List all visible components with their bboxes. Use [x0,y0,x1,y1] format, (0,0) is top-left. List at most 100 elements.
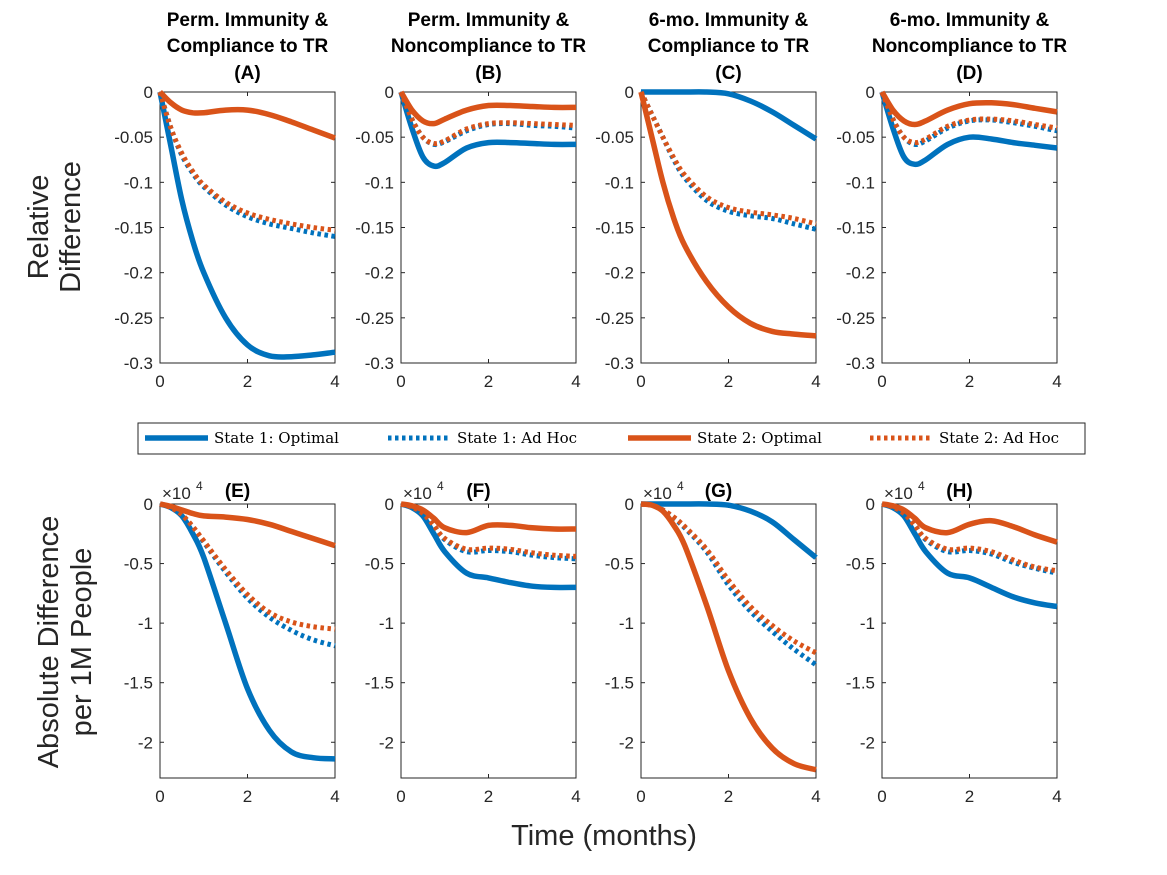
panel-e-y-tick-label: -2 [138,733,153,752]
panel-c-plot-area [640,91,817,364]
panel-h-x-tick-label: 0 [877,787,886,806]
panel-e: 0 2 4 0 -0.5 -1 -1.5 -2 (E) ×10 4 [124,479,340,806]
panel-g-series-state-2-ad-hoc [640,501,818,656]
panel-d-y-tick-label: -0.25 [836,309,875,328]
panel-h-y-tick-label: -1 [860,614,875,633]
panel-h-x-tick-label: 4 [1052,787,1061,806]
panel-a-title-line1: Perm. Immunity & [167,10,329,31]
panel-b-y-tick-label: -0.3 [365,354,394,373]
panel-a-y-tick-label: 0 [144,83,153,102]
panel-c-y-tick-label: -0.15 [595,219,634,238]
panel-f-y-tick-label: -0.5 [365,555,394,574]
panel-f-series-state-2-optimal [400,501,577,536]
x-axis-label: Time (months) [511,820,697,852]
panel-f-x-tick-label: 0 [396,787,405,806]
panel-b-y-tick-label: -0.15 [355,219,394,238]
panel-b-title-line3: (B) [475,63,501,84]
panel-d-y-tick-label: -0.05 [836,128,875,147]
panel-a-y-tick-label: -0.15 [114,219,153,238]
panel-g-series-state-2-optimal [640,501,817,773]
panel-f-y-tick-label: -1 [379,614,394,633]
panel-e-y-tick-label: -1 [138,614,153,633]
panel-b-x-tick-label: 2 [484,372,493,391]
top-row-ylabel-line1: Relative [23,175,55,280]
panel-d-title-line3: (D) [956,63,982,84]
panel-d-y-tick-label: -0.3 [846,354,875,373]
panel-c-title-line1: 6-mo. Immunity & [649,10,809,31]
panel-b-y-tick-label: -0.2 [365,264,394,283]
panel-e-title: (E) [225,481,250,502]
legend: State 1: Optimal State 1: Ad Hoc State 2… [137,422,1086,455]
panel-e-series-state-1-ad-hoc [159,501,336,649]
panel-f-series-state-2-ad-hoc [400,501,577,559]
legend-label-state2-optimal: State 2: Optimal [697,429,822,447]
panel-e-y-tick-label: -1.5 [124,674,153,693]
panel-c-title-line3: (C) [715,63,741,84]
panel-c-x-tick-label: 0 [636,372,645,391]
panel-d-x-tick-label: 0 [877,372,886,391]
panel-h-y-tick-label: -2 [860,733,875,752]
panel-d-title-line1: 6-mo. Immunity & [890,10,1050,31]
panel-b-x-tick-label: 0 [396,372,405,391]
panel-c-y-tick-label: -0.2 [605,264,634,283]
panel-a-series-state-1-optimal [157,91,336,360]
panel-a-y-tick-label: -0.25 [114,309,153,328]
panel-d-x-tick-label: 2 [965,372,974,391]
panel-e-series-state-2-optimal [159,501,336,549]
panel-a-series-state-2-optimal [158,90,336,141]
panel-d-series-state-2-optimal [879,90,1058,128]
panel-g-y-tick-label: 0 [625,495,634,514]
panel-h: 0 2 4 0 -0.5 -1 -1.5 -2 (H) ×10 4 [846,479,1062,806]
panel-d: 0 2 4 0 -0.05 -0.1 -0.15 -0.2 -0.25 -0.3 6-mo. Imm… [836,10,1067,391]
legend-label-state1-optimal: State 1: Optimal [214,429,339,447]
panel-f-title: (F) [466,481,490,502]
panel-g-title: (G) [705,481,732,502]
panel-d-plot-area [881,91,1058,364]
panel-h-plot-area [881,503,1058,779]
panel-a-y-tick-label: -0.1 [124,173,153,192]
panel-c-series-state-1-optimal [641,89,818,142]
panel-d-y-tick-label: -0.15 [836,219,875,238]
panel-c-y-tick-label: -0.1 [605,173,634,192]
panel-d-series-state-2-ad-hoc [879,91,1058,146]
legend-label-state2-adhoc: State 2: Ad Hoc [939,429,1059,447]
panel-g-y-tick-label: -2 [619,733,634,752]
panel-d-title-line2: Noncompliance to TR [872,36,1068,57]
panel-h-series-state-2-ad-hoc [881,501,1058,574]
panel-b-title-line1: Perm. Immunity & [408,10,570,31]
panel-b-title-line2: Noncompliance to TR [391,36,587,57]
panel-a-y-tick-label: -0.2 [124,264,153,283]
panel-b-plot-area [400,91,577,364]
panel-g: 0 2 4 0 -0.5 -1 -1.5 -2 (G) ×10 4 [605,479,821,806]
panel-e-y-tick-label: -0.5 [124,555,153,574]
panel-h-y-tick-label: 0 [866,495,875,514]
panel-f-y-tick-label: 0 [385,495,394,514]
panel-e-exponent-power: 4 [196,479,203,493]
panel-c-y-tick-label: 0 [625,83,634,102]
panel-b-x-tick-label: 4 [571,372,580,391]
panel-b-series-state-1-optimal [398,91,577,170]
panel-a-y-tick-label: -0.3 [124,354,153,373]
panel-f: 0 2 4 0 -0.5 -1 -1.5 -2 (F) ×10 4 [365,479,581,806]
panel-g-y-tick-label: -1.5 [605,674,634,693]
panel-b-y-tick-label: -0.25 [355,309,394,328]
panel-g-x-tick-label: 4 [811,787,820,806]
panel-a-title-line3: (A) [234,63,260,84]
panel-c-y-tick-label: -0.05 [595,128,634,147]
panel-f-exponent-multiplier: ×10 [403,484,432,503]
panel-a-x-tick-label: 4 [330,372,339,391]
panel-g-y-tick-label: -1 [619,614,634,633]
top-row-ylabel-line2: Difference [55,161,87,293]
panel-e-exponent-multiplier: ×10 [162,484,191,503]
panel-f-x-tick-label: 2 [484,787,493,806]
panel-b-series-state-2-optimal [398,90,577,127]
panel-d-x-tick-label: 4 [1052,372,1061,391]
panel-a-x-tick-label: 0 [155,372,164,391]
panel-b-y-tick-label: -0.1 [365,173,394,192]
panel-c-y-tick-label: -0.3 [605,354,634,373]
panel-h-y-tick-label: -0.5 [846,555,875,574]
panel-d-y-tick-label: -0.1 [846,173,875,192]
panel-h-exponent-multiplier: ×10 [884,484,913,503]
panel-f-y-tick-label: -1.5 [365,674,394,693]
